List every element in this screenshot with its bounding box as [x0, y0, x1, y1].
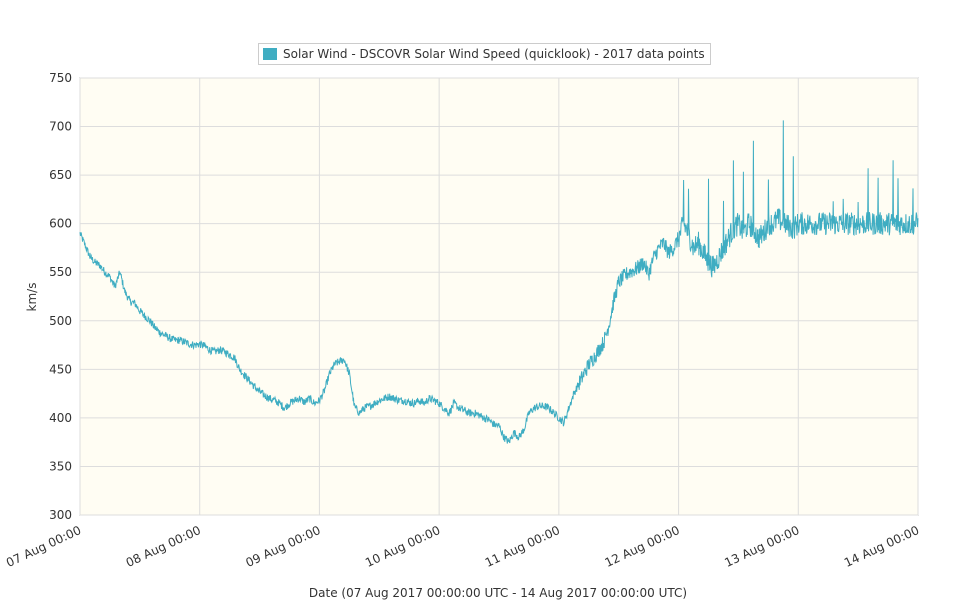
y-tick-label: 600 — [49, 217, 72, 231]
x-axis-ticks: 07 Aug 00:00 08 Aug 00:00 09 Aug 00:00 10 A… — [4, 523, 921, 570]
solar-wind-speed-line — [79, 120, 919, 444]
x-tick-label: 13 Aug 00:00 — [722, 523, 801, 570]
legend-series-label: Solar Wind - DSCOVR Solar Wind Speed (qu… — [283, 47, 705, 61]
y-axis-ticks: 300 350 400 450 500 550 600 650 700 750 — [49, 71, 72, 522]
y-tick-label: 400 — [49, 411, 72, 425]
y-tick-label: 500 — [49, 314, 72, 328]
y-tick-label: 700 — [49, 120, 72, 134]
x-tick-label: 12 Aug 00:00 — [603, 523, 682, 570]
x-tick-label: 08 Aug 00:00 — [124, 523, 203, 570]
x-tick-label: 07 Aug 00:00 — [4, 523, 83, 570]
x-tick-label: 11 Aug 00:00 — [483, 523, 562, 570]
x-tick-label: 10 Aug 00:00 — [363, 523, 442, 570]
x-axis-label: Date (07 Aug 2017 00:00:00 UTC - 14 Aug … — [309, 586, 687, 600]
legend-swatch — [263, 48, 277, 60]
y-tick-label: 650 — [49, 168, 72, 182]
x-tick-label: 14 Aug 00:00 — [842, 523, 921, 570]
plot-area — [79, 77, 919, 516]
grid-lines — [79, 77, 919, 516]
y-tick-label: 350 — [49, 459, 72, 473]
y-tick-label: 450 — [49, 362, 72, 376]
y-axis-label: km/s — [25, 283, 39, 312]
y-tick-label: 300 — [49, 508, 72, 522]
chart-legend[interactable]: Solar Wind - DSCOVR Solar Wind Speed (qu… — [258, 43, 711, 65]
x-tick-label: 09 Aug 00:00 — [243, 523, 322, 570]
y-tick-label: 750 — [49, 71, 72, 85]
y-tick-label: 550 — [49, 265, 72, 279]
